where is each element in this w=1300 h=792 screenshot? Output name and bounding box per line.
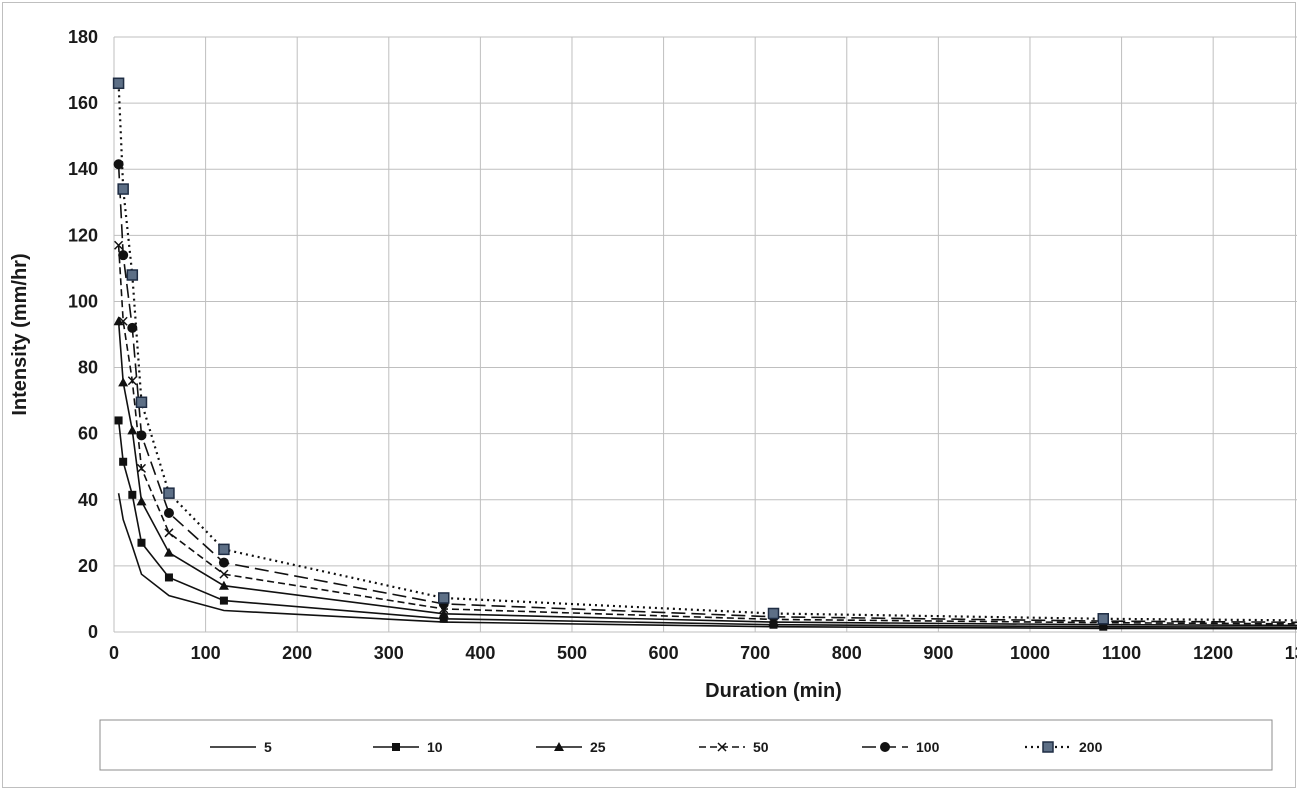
legend-item-100: 100 <box>862 739 940 755</box>
y-tick-label: 20 <box>78 556 98 576</box>
marker-x <box>717 742 727 752</box>
x-tick-label: 0 <box>109 643 119 663</box>
marker-x <box>118 316 128 326</box>
x-tick-label: 700 <box>740 643 770 663</box>
x-tick-label: 1100 <box>1102 643 1141 663</box>
marker-circle <box>218 557 229 568</box>
marker-triangle <box>136 496 147 506</box>
marker-x <box>127 376 137 386</box>
legend-box <box>99 719 1273 771</box>
marker-circle <box>118 250 129 261</box>
marker-triangle <box>127 425 138 435</box>
marker-hatch-square <box>163 487 175 499</box>
marker-square <box>114 416 123 425</box>
legend-label-200: 200 <box>1079 739 1103 755</box>
series-line-5 <box>117 493 1297 630</box>
y-tick-label: 140 <box>68 159 98 179</box>
y-tick-label: 60 <box>78 424 98 444</box>
marker-circle <box>136 430 147 441</box>
x-tick-label: 400 <box>465 643 495 663</box>
legend-item-10: 10 <box>373 739 443 755</box>
marker-square <box>128 490 137 499</box>
marker-square <box>439 614 448 623</box>
series-25 <box>113 316 1297 629</box>
marker-circle <box>163 508 174 518</box>
marker-hatch-square <box>112 77 125 90</box>
marker-x <box>114 240 124 250</box>
marker-square <box>119 457 128 466</box>
x-tick-label: 1200 <box>1193 643 1233 663</box>
y-tick-label: 180 <box>68 27 98 47</box>
legend-item-200: 200 <box>1025 739 1103 755</box>
series-50 <box>114 240 1297 628</box>
x-tick-label: 900 <box>923 643 953 663</box>
x-tick-label: 1300 <box>1285 643 1297 663</box>
marker-square <box>219 596 228 605</box>
grid <box>113 36 1297 633</box>
legend-item-50: 50 <box>699 739 769 755</box>
marker-circle <box>880 742 890 752</box>
series-10 <box>114 416 1297 631</box>
marker-hatch-square <box>1097 613 1109 625</box>
marker-hatch-square <box>117 183 129 195</box>
series-line-100 <box>117 164 1297 624</box>
y-tick-label: 80 <box>78 358 98 378</box>
x-tick-label: 800 <box>832 643 862 663</box>
line-chart: 0 100 200 300 400 500 600 700 800 900 1000 1100 1200… <box>9 27 1297 771</box>
y-axis-title: Intensity (mm/hr) <box>9 253 31 415</box>
marker-triangle <box>554 742 564 751</box>
marker-square <box>392 743 400 751</box>
marker-triangle <box>163 547 174 557</box>
series-line-50 <box>117 245 1297 625</box>
marker-hatch-square <box>135 396 148 409</box>
y-tick-label: 0 <box>88 622 98 642</box>
marker-triangle <box>218 580 229 590</box>
x-axis-title: Duration (min) <box>705 680 842 702</box>
marker-hatch-square <box>1042 741 1054 753</box>
marker-x <box>136 463 147 473</box>
y-tick-label: 120 <box>68 225 98 245</box>
marker-x <box>164 528 174 538</box>
legend-label-50: 50 <box>753 739 769 755</box>
marker-hatch-square <box>218 543 230 556</box>
x-tick-label: 300 <box>374 643 404 663</box>
x-tick-label: 1000 <box>1010 643 1050 663</box>
series-100 <box>113 159 1297 627</box>
series-line-10 <box>117 420 1297 629</box>
marker-triangle <box>438 608 449 618</box>
legend-label-10: 10 <box>427 739 443 755</box>
series-line-200 <box>117 83 1297 622</box>
x-tick-label: 500 <box>557 643 587 663</box>
legend-label-25: 25 <box>590 739 606 755</box>
x-tick-label: 200 <box>282 643 312 663</box>
y-tick-label: 160 <box>68 93 98 113</box>
y-tick-label: 40 <box>78 490 98 510</box>
marker-triangle <box>118 377 129 387</box>
series-200 <box>112 77 1297 625</box>
marker-square <box>137 538 146 547</box>
legend-label-5: 5 <box>264 739 272 755</box>
marker-hatch-square <box>767 607 780 620</box>
marker-x <box>219 569 229 579</box>
marker-hatch-square <box>126 269 139 281</box>
series-5 <box>117 493 1297 630</box>
marker-circle <box>127 322 138 333</box>
marker-hatch-square <box>438 592 450 604</box>
legend-label-100: 100 <box>916 739 940 755</box>
series-line-25 <box>117 321 1297 627</box>
y-tick-label: 100 <box>68 291 98 311</box>
x-tick-label: 600 <box>649 643 679 663</box>
legend-item-5: 5 <box>210 739 272 755</box>
x-tick-label: 100 <box>191 643 221 663</box>
legend-item-25: 25 <box>536 739 606 755</box>
marker-square <box>164 573 173 582</box>
